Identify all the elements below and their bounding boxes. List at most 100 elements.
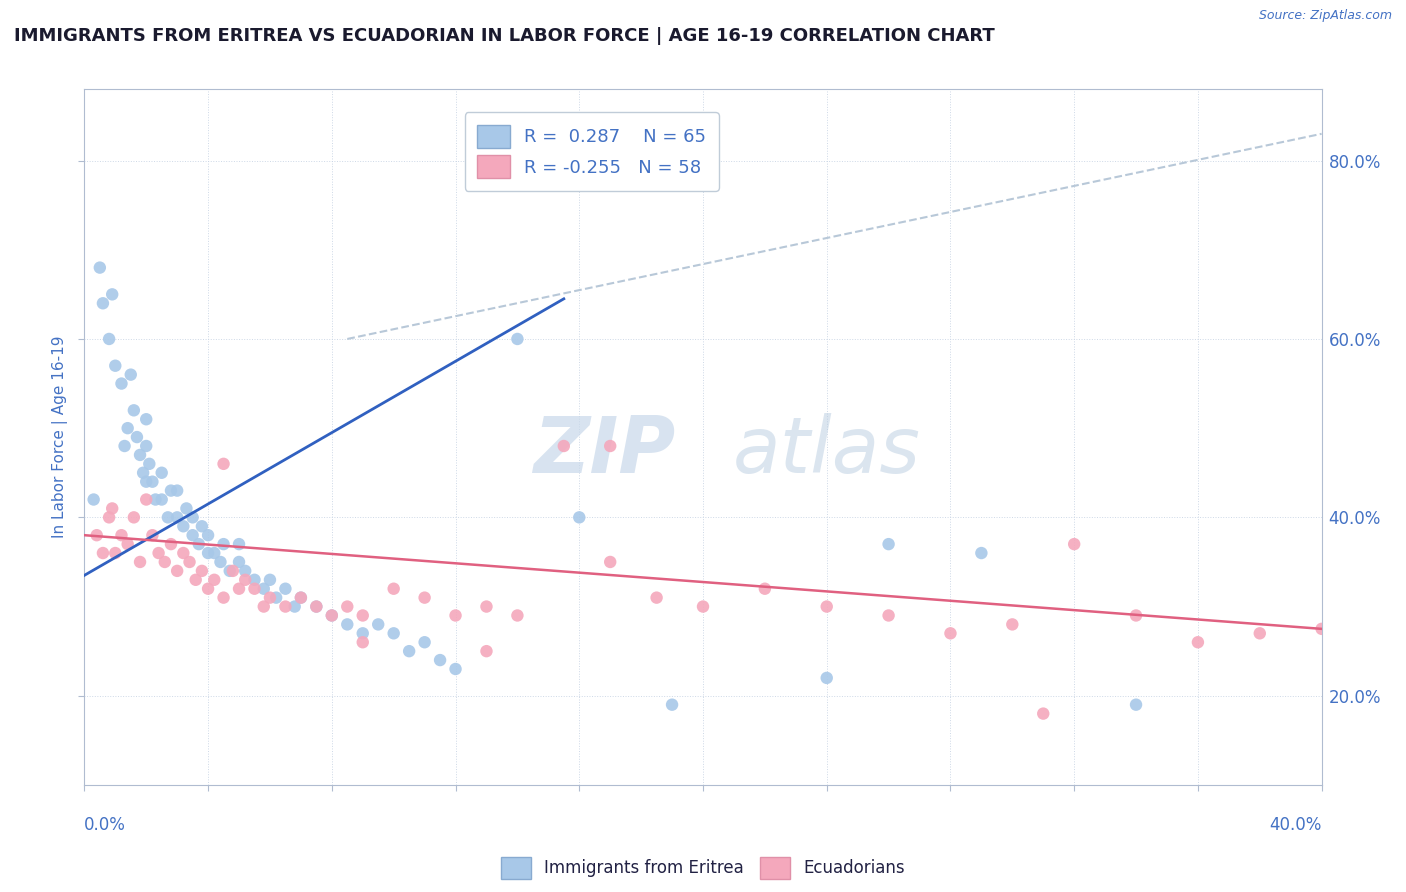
Point [83,492,105,507]
Point [382,626,405,640]
Point [264,591,287,605]
Point [150,492,173,507]
Point [815,671,838,685]
Point [197,582,219,596]
Point [939,626,962,640]
Point [475,599,498,614]
Text: IMMIGRANTS FROM ERITREA VS ECUADORIAN IN LABOR FORCE | AGE 16-19 CORRELATION CHA: IMMIGRANTS FROM ERITREA VS ECUADORIAN IN… [14,27,995,45]
Point [1249,626,1271,640]
Point [160,483,183,498]
Point [413,591,436,605]
Point [222,564,245,578]
Point [212,457,235,471]
Point [150,466,173,480]
Point [141,528,163,542]
Point [1001,617,1024,632]
Point [135,412,157,426]
Point [179,555,201,569]
Point [86,528,108,542]
Point [197,546,219,560]
Point [202,546,225,560]
Point [290,591,312,605]
Point [259,591,281,605]
Point [429,653,451,667]
Point [101,501,124,516]
Point [148,546,170,560]
Point [181,510,204,524]
Point [382,582,405,596]
Point [141,475,163,489]
Point [172,519,194,533]
Legend: Immigrants from Eritrea, Ecuadorians: Immigrants from Eritrea, Ecuadorians [492,849,914,887]
Point [233,564,256,578]
Point [877,608,900,623]
Point [98,510,121,524]
Point [352,635,374,649]
Point [172,546,194,560]
Text: 0.0%: 0.0% [84,816,127,834]
Point [104,359,127,373]
Point [135,492,157,507]
Point [1125,608,1147,623]
Point [166,564,188,578]
Point [475,644,498,658]
Point [212,537,235,551]
Point [645,591,668,605]
Point [197,528,219,542]
Point [1063,537,1085,551]
Point [692,599,714,614]
Point [120,368,142,382]
Point [367,617,389,632]
Point [228,537,250,551]
Point [259,573,281,587]
Point [153,555,176,569]
Point [274,582,297,596]
Point [336,617,359,632]
Point [160,537,183,551]
Point [661,698,683,712]
Point [135,475,157,489]
Point [122,403,145,417]
Point [166,483,188,498]
Point [1310,622,1333,636]
Point [1032,706,1054,721]
Point [253,599,276,614]
Point [145,492,167,507]
Point [970,546,993,560]
Point [98,332,121,346]
Point [132,466,155,480]
Point [138,457,160,471]
Point [114,439,136,453]
Point [336,599,359,614]
Point [122,510,145,524]
Point [166,510,188,524]
Point [398,644,420,658]
Point [754,582,776,596]
Point [553,439,575,453]
Point [444,662,467,676]
Point [815,599,838,614]
Point [413,635,436,649]
Point [228,582,250,596]
Point [599,439,621,453]
Point [156,510,179,524]
Point [89,260,111,275]
Point [91,296,114,310]
Point [117,537,139,551]
Point [129,555,152,569]
Point [506,608,529,623]
Text: 40.0%: 40.0% [1270,816,1322,834]
Point [110,376,132,391]
Point [191,519,214,533]
Point [1187,635,1209,649]
Point [290,591,312,605]
Point [305,599,328,614]
Point [181,528,204,542]
Point [243,582,266,596]
Text: Source: ZipAtlas.com: Source: ZipAtlas.com [1258,9,1392,22]
Point [176,501,198,516]
Point [352,608,374,623]
Point [1125,698,1147,712]
Point [321,608,343,623]
Point [233,573,256,587]
